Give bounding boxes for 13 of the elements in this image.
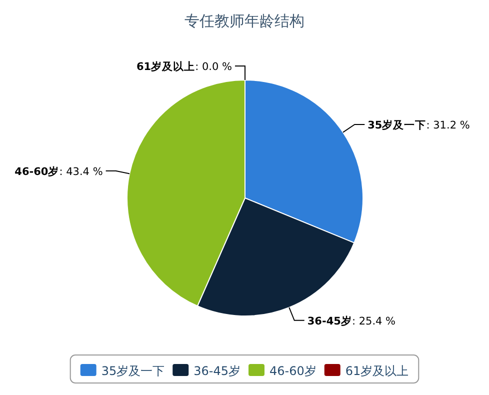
legend-label: 35岁及一下 [101,364,165,378]
legend-label: 36-45岁 [194,364,240,378]
data-label: : 43.4 % [59,166,103,178]
category-label: 61岁及以上 [136,61,196,73]
slice-label: 36-45岁 [307,314,352,328]
text: : 0.0 % [195,61,232,73]
legend-label: 61岁及以上 [345,364,409,378]
slice-label: 46-60岁 [14,164,60,178]
data-label: : 31.2 % [426,119,470,132]
legend-label: 46-60岁 [270,364,316,378]
data-label: : 25.4 % [352,315,396,328]
chart-title: 专任教师年龄结构 [184,12,304,30]
slice-label: 35岁及一下 [368,118,426,132]
